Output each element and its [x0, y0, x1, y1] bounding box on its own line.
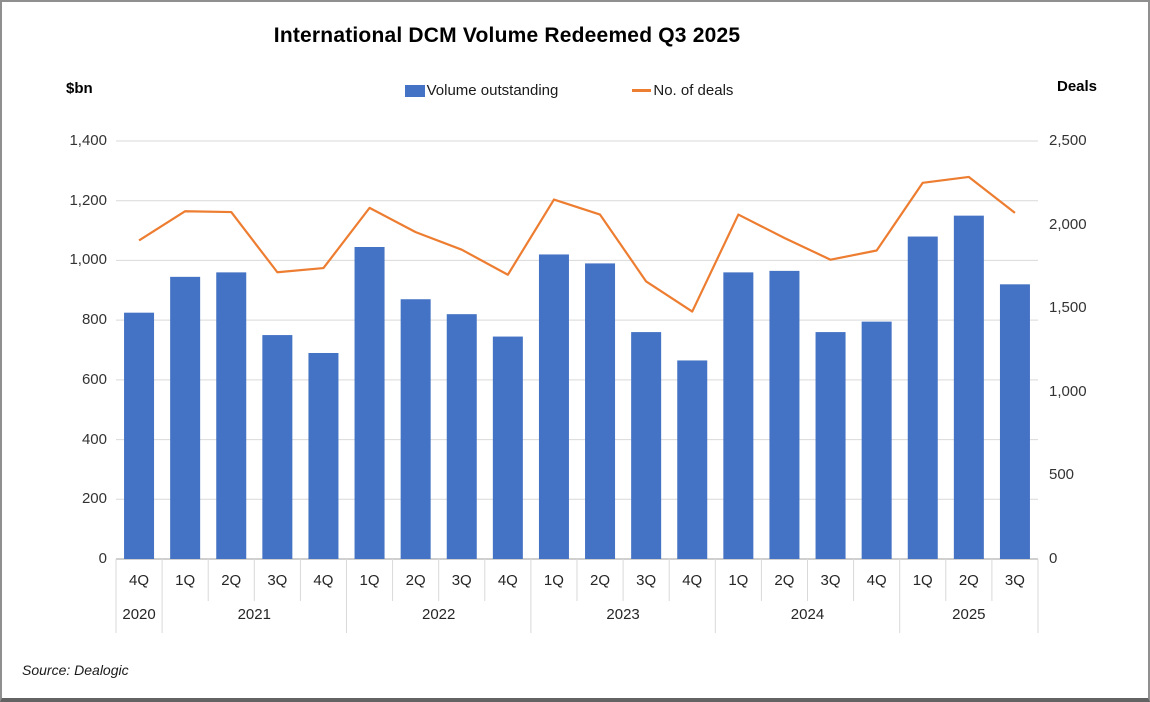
bar-2Q-2 — [216, 272, 247, 559]
bar-1Q-17 — [907, 236, 938, 560]
year-label: 2021 — [237, 606, 271, 623]
bar-3Q-11 — [631, 332, 662, 559]
quarter-label: 4Q — [866, 572, 887, 589]
quarter-label: 3Q — [636, 572, 657, 589]
quarter-label: 3Q — [1004, 572, 1025, 589]
bar-4Q-12 — [677, 360, 708, 559]
year-label: 2022 — [422, 606, 456, 623]
left-axis-tick: 800 — [81, 311, 107, 329]
bar-2Q-18 — [953, 215, 984, 559]
quarter-label: 2Q — [774, 572, 795, 589]
quarter-label: 1Q — [359, 572, 380, 589]
bar-1Q-1 — [170, 276, 201, 559]
left-axis-title: $bn — [66, 80, 93, 97]
quarter-label: 2Q — [405, 572, 426, 589]
bar-3Q-19 — [999, 284, 1030, 559]
quarter-label: 2Q — [590, 572, 611, 589]
right-axis-title: Deals — [1057, 78, 1098, 95]
right-axis-tick: 2,000 — [1049, 215, 1087, 233]
line-series-dash-icon — [632, 89, 652, 92]
right-axis-tick: 500 — [1049, 466, 1075, 484]
year-label: 2020 — [122, 606, 156, 623]
bar-4Q-0 — [124, 312, 155, 559]
bar-1Q-13 — [723, 272, 754, 559]
left-axis-tick: 600 — [81, 370, 107, 388]
bar-4Q-4 — [308, 352, 339, 559]
deals-line — [138, 175, 1016, 313]
quarter-label: 1Q — [175, 572, 196, 589]
right-axis-tick: 2,500 — [1049, 132, 1087, 149]
legend-item-deals: No. of deals — [632, 82, 733, 99]
quarter-label: 2Q — [221, 572, 242, 589]
legend-label-deals: No. of deals — [653, 82, 734, 99]
chart-legend: Volume outstanding No. of deals — [2, 82, 1136, 99]
left-axis-tick: 200 — [81, 490, 107, 508]
right-axis-tick: 1,000 — [1049, 382, 1087, 400]
quarter-label: 1Q — [728, 572, 749, 589]
quarter-label: 1Q — [543, 572, 564, 589]
year-label: 2023 — [606, 606, 640, 623]
quarter-label: 3Q — [451, 572, 472, 589]
quarter-label: 2Q — [958, 572, 979, 589]
quarter-label: 1Q — [912, 572, 933, 589]
left-axis-tick: 400 — [81, 430, 107, 448]
chart-title: International DCM Volume Redeemed Q3 202… — [273, 24, 741, 47]
quarter-label: 4Q — [313, 572, 334, 589]
legend-label-volume: Volume outstanding — [426, 82, 559, 99]
legend-item-volume: Volume outstanding — [404, 82, 559, 99]
left-axis-tick: 1,400 — [69, 132, 107, 149]
source-note: Source: Dealogic — [22, 662, 129, 678]
quarter-label: 3Q — [820, 572, 841, 589]
bar-4Q-8 — [492, 336, 523, 559]
bar-3Q-3 — [262, 335, 293, 559]
left-axis-tick: 0 — [98, 550, 107, 567]
bar-series-swatch-icon — [404, 84, 425, 97]
year-label: 2025 — [952, 606, 986, 623]
bar-2Q-6 — [400, 299, 431, 559]
bar-1Q-5 — [354, 246, 385, 559]
quarter-label: 4Q — [682, 572, 703, 589]
bar-2Q-10 — [585, 263, 616, 559]
bar-3Q-7 — [446, 314, 477, 559]
bar-1Q-9 — [538, 254, 569, 559]
bar-2Q-14 — [769, 270, 800, 559]
bar-3Q-15 — [815, 332, 846, 559]
left-axis-tick: 1,000 — [69, 251, 107, 269]
right-axis-tick: 1,500 — [1049, 299, 1087, 317]
quarter-label: 4Q — [129, 572, 150, 589]
quarter-label: 4Q — [497, 572, 518, 589]
left-axis-tick: 1,200 — [69, 191, 107, 209]
bar-4Q-16 — [861, 321, 892, 559]
right-axis-tick: 0 — [1049, 550, 1058, 567]
quarter-label: 3Q — [267, 572, 288, 589]
year-label: 2024 — [790, 606, 825, 623]
